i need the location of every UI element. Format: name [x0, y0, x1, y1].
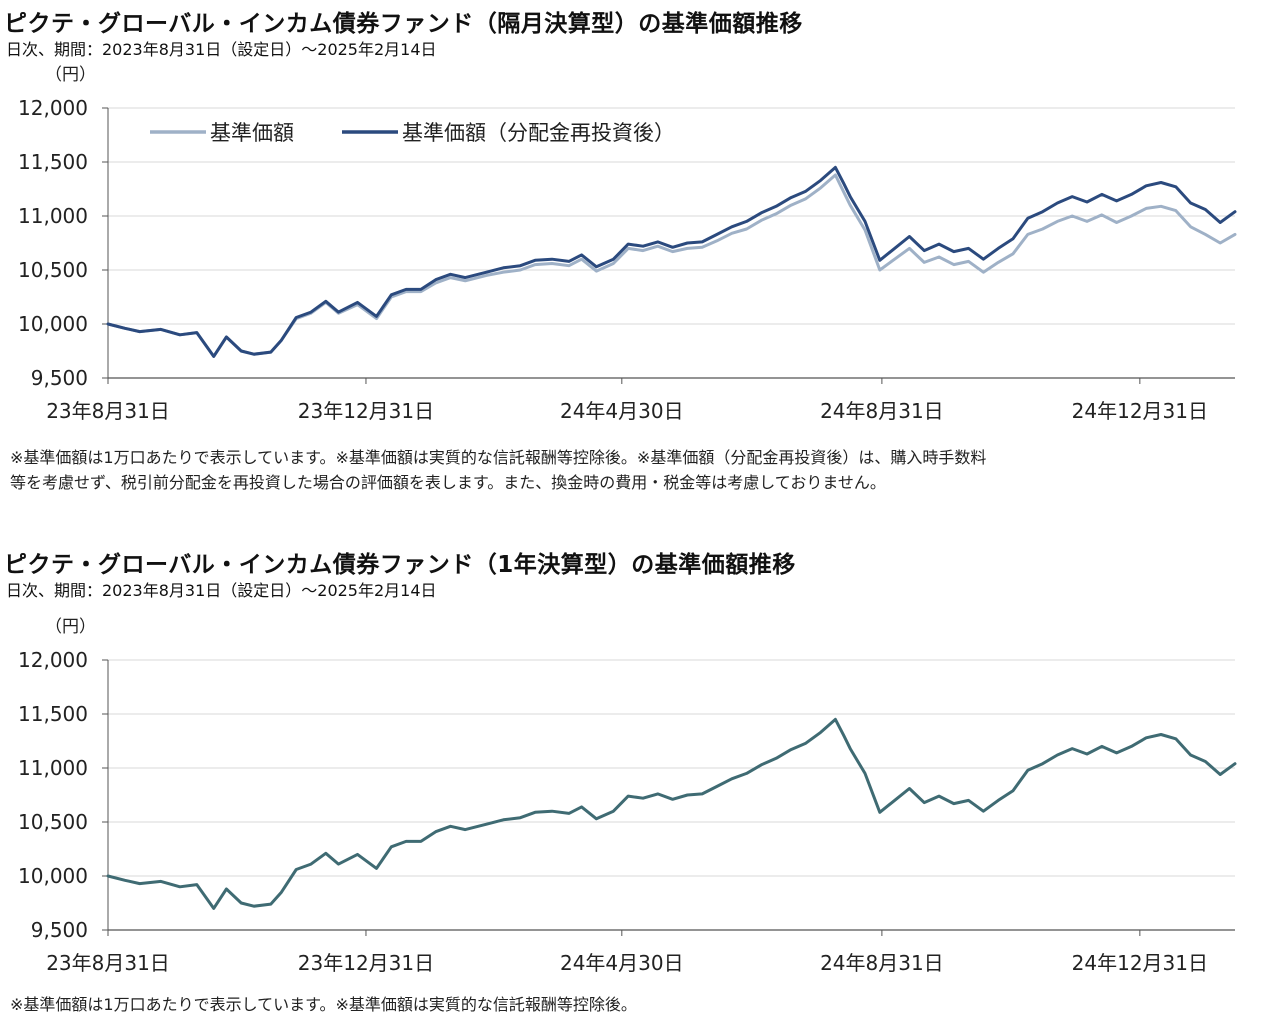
y-tick-label: 12,000 — [18, 96, 88, 120]
legend-label-1: 基準価額 — [210, 121, 294, 145]
chart1-note-line1: ※基準価額は1万口あたりで表示しています。※基準価額は実質的な信託報酬等控除後。… — [10, 448, 987, 467]
chart2-note: ※基準価額は1万口あたりで表示しています。※基準価額は実質的な信託報酬等控除後。 — [10, 995, 637, 1014]
x-tick-label: 23年12月31日 — [298, 399, 434, 423]
x-tick-label: 24年12月31日 — [1072, 951, 1208, 975]
chart2-plot: （円） 12,000 11,500 11,000 10,500 10,000 9,500 23… — [18, 617, 1237, 975]
y-tick-label: 9,500 — [31, 366, 88, 390]
legend-label-2: 基準価額（分配金再投資後） — [402, 121, 675, 145]
y-tick-label: 11,000 — [18, 204, 88, 228]
y-tick-label: 10,500 — [18, 258, 88, 282]
x-tick-label: 24年4月30日 — [560, 951, 684, 975]
y-tick-label: 11,500 — [18, 702, 88, 726]
x-tick-label: 24年8月31日 — [820, 951, 944, 975]
y-tick-label: 11,500 — [18, 150, 88, 174]
y-tick-label: 10,000 — [18, 312, 88, 336]
y-tick-label: 12,000 — [18, 648, 88, 672]
y-unit-label: （円） — [45, 617, 96, 637]
chart1-plot: （円） 12,000 11,500 11,000 10,500 10,000 9,500 23… — [18, 65, 1237, 423]
chart2-title: ピクテ・グローバル・インカム債券ファンド（1年決算型）の基準価額推移 — [4, 552, 796, 578]
y-tick-label: 9,500 — [31, 918, 88, 942]
chart1-note-line2: 等を考慮せず、税引前分配金を再投資した場合の評価額を表します。また、換金時の費用… — [10, 473, 886, 492]
x-tick-label: 24年12月31日 — [1072, 399, 1208, 423]
y-tick-label: 10,500 — [18, 810, 88, 834]
x-tick-label: 24年4月30日 — [560, 399, 684, 423]
y-tick-label: 11,000 — [18, 756, 88, 780]
y-unit-label: （円） — [45, 65, 96, 85]
x-tick-label: 23年8月31日 — [46, 399, 170, 423]
chart1-title: ピクテ・グローバル・インカム債券ファンド（隔月決算型）の基準価額推移 — [4, 11, 803, 37]
series-line-1 — [106, 173, 1237, 358]
series-line-2 — [106, 165, 1237, 358]
chart1-period: 日次、期間：2023年8月31日（設定日）～2025年2月14日 — [6, 40, 437, 59]
x-tick-label: 24年8月31日 — [820, 399, 944, 423]
x-tick-label: 23年12月31日 — [298, 951, 434, 975]
chart2-period: 日次、期間：2023年8月31日（設定日）～2025年2月14日 — [6, 581, 437, 600]
series-line-1 — [106, 717, 1237, 910]
y-tick-label: 10,000 — [18, 864, 88, 888]
x-tick-label: 23年8月31日 — [46, 951, 170, 975]
